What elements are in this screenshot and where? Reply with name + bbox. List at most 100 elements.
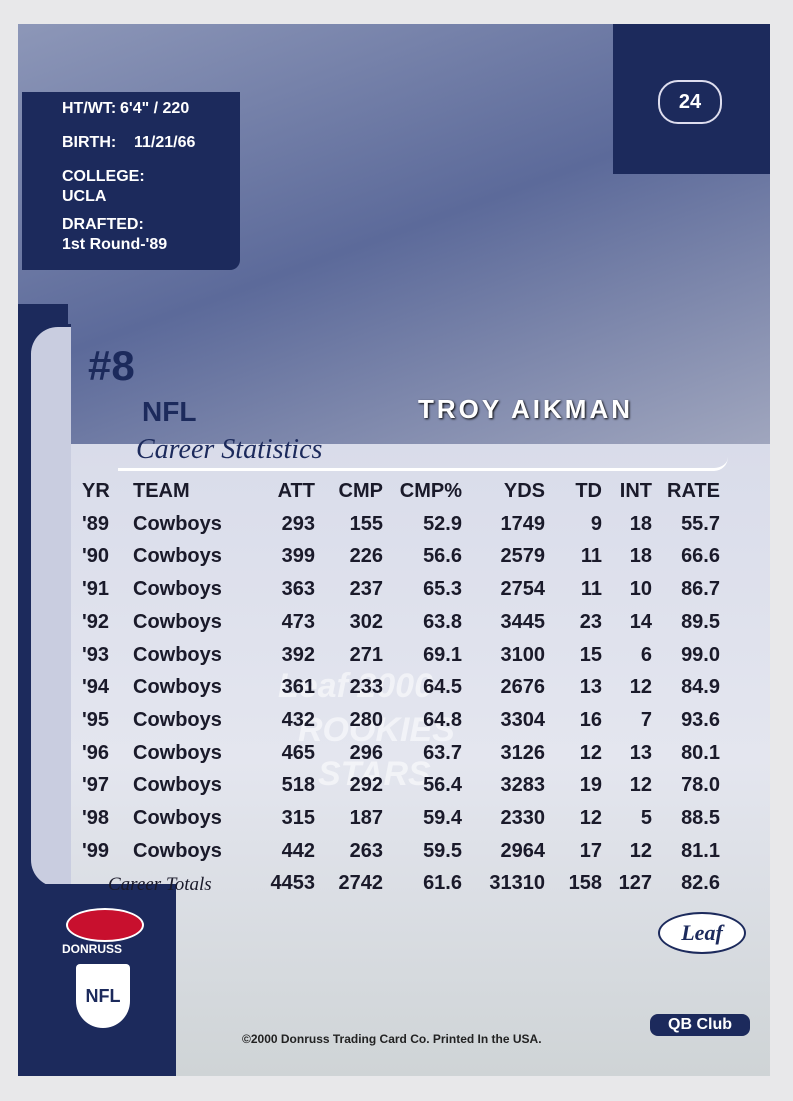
table-cell: '94 — [82, 676, 110, 699]
table-cell: 3304 — [500, 708, 546, 731]
table-cell: 226 — [349, 545, 383, 568]
watermark-text: Leaf 2000 — [278, 667, 433, 705]
table-cell: 187 — [349, 807, 383, 829]
table-cell: Cowboys — [133, 741, 222, 764]
table-cell: 12 — [629, 774, 652, 797]
totals-cell: 158 — [568, 872, 602, 895]
table-cell: Cowboys — [133, 578, 222, 601]
table-cell: 64.5 — [423, 676, 462, 699]
table-cell: 2754 — [500, 578, 546, 601]
table-cell: 12 — [629, 839, 652, 862]
column-header: YR — [82, 480, 110, 502]
watermark-text: ROOKIES — [298, 711, 455, 749]
table-cell: 84.9 — [681, 676, 720, 699]
table-cell: 155 — [349, 512, 383, 535]
table-cell: 263 — [349, 839, 383, 862]
table-cell: 3100 — [500, 643, 546, 666]
table-cell: '89 — [82, 512, 110, 535]
column-header: TEAM — [133, 480, 190, 502]
table-cell: 233 — [349, 676, 383, 699]
table-cell: 63.7 — [423, 741, 462, 764]
table-cell: 13 — [579, 676, 602, 699]
table-cell: Cowboys — [133, 708, 222, 731]
table-cell: 10 — [629, 578, 652, 601]
table-cell: 361 — [281, 676, 315, 699]
table-cell: 392 — [281, 643, 315, 666]
totals-cell: 127 — [618, 872, 652, 895]
table-cell: 14 — [629, 610, 652, 633]
table-cell: Cowboys — [133, 643, 222, 666]
table-cell: 78.0 — [681, 774, 720, 797]
table-cell: 17 — [579, 839, 602, 862]
table-cell: 9 — [590, 512, 602, 535]
table-cell: 280 — [349, 708, 383, 731]
donruss-logo: DONRUSS — [62, 942, 123, 956]
table-cell: 518 — [281, 774, 315, 797]
table-cell: 16 — [579, 708, 602, 731]
totals-cell: 4453 — [270, 872, 316, 895]
column-header: CMP% — [399, 480, 462, 502]
table-cell: 59.5 — [423, 839, 462, 862]
table-cell: '90 — [82, 545, 110, 568]
bio-label: DRAFTED: — [62, 216, 144, 233]
table-cell: 12 — [579, 741, 602, 764]
table-cell: Cowboys — [133, 774, 222, 797]
table-cell: 7 — [640, 708, 652, 731]
table-cell: 19 — [579, 774, 602, 797]
bio-label: COLLEGE: — [62, 168, 145, 185]
table-cell: 56.6 — [423, 545, 462, 568]
totals-label: Career Totals — [108, 874, 212, 896]
bio-label: BIRTH: — [62, 134, 117, 151]
table-cell: 3126 — [500, 741, 546, 764]
table-cell: 66.6 — [681, 545, 720, 568]
table-cell: 81.1 — [681, 839, 720, 862]
table-cell: 6 — [640, 643, 652, 666]
table-cell: Cowboys — [133, 512, 222, 535]
title-underline — [118, 428, 728, 471]
table-cell: 55.7 — [681, 512, 720, 535]
table-cell: '96 — [82, 741, 110, 764]
table-cell: '99 — [82, 839, 110, 862]
table-cell: 23 — [579, 610, 602, 633]
table-cell: Cowboys — [133, 839, 222, 862]
table-cell: 18 — [629, 545, 652, 568]
table-cell: 432 — [281, 708, 315, 731]
column-header: YDS — [503, 480, 545, 502]
table-cell: 69.1 — [423, 643, 462, 666]
table-cell: 89.5 — [681, 610, 720, 633]
table-cell: Cowboys — [133, 676, 222, 699]
table-cell: Cowboys — [133, 807, 222, 829]
table-cell: 13 — [629, 741, 652, 764]
table-cell: 88.5 — [681, 807, 720, 829]
table-cell: 2330 — [500, 807, 546, 829]
player-name: TROY AIKMAN — [418, 394, 633, 424]
table-cell: 80.1 — [681, 741, 720, 764]
column-header: ATT — [277, 480, 315, 502]
bio-value: 11/21/66 — [134, 134, 196, 151]
totals-cell: 82.6 — [681, 872, 720, 895]
table-cell: 18 — [629, 512, 652, 535]
table-cell: 63.8 — [423, 610, 462, 633]
table-cell: 12 — [629, 676, 652, 699]
table-cell: 11 — [580, 578, 602, 601]
table-cell: '98 — [82, 807, 110, 829]
column-header: TD — [575, 480, 602, 502]
table-cell: 2579 — [500, 545, 546, 568]
qb-club-logo: QB Club — [650, 1014, 750, 1036]
table-cell: '92 — [82, 610, 110, 633]
table-cell: 12 — [579, 807, 602, 829]
section-title: Career Statistics — [136, 434, 323, 465]
copyright: ©2000 Donruss Trading Card Co. Printed I… — [242, 1032, 542, 1046]
table-cell: 15 — [579, 643, 602, 666]
bio-value: UCLA — [62, 188, 107, 205]
donruss-emblem — [66, 908, 144, 942]
table-cell: 271 — [349, 643, 383, 666]
nfl-logo: NFL — [76, 964, 130, 1028]
table-cell: 465 — [281, 741, 315, 764]
left-rail — [28, 324, 71, 890]
table-cell: 399 — [281, 545, 315, 568]
table-cell: 86.7 — [681, 578, 720, 601]
table-cell: 52.9 — [423, 512, 462, 535]
column-header: RATE — [667, 480, 720, 502]
table-cell: 56.4 — [423, 774, 462, 797]
